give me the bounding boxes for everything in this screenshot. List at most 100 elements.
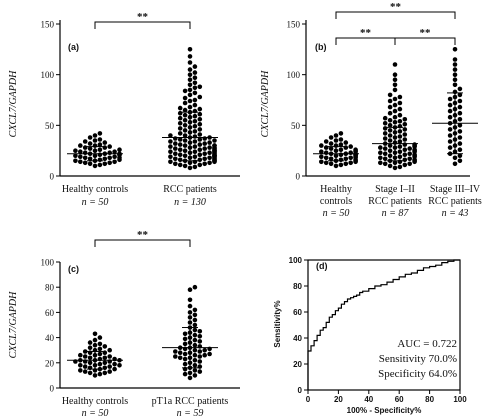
data-point bbox=[197, 364, 203, 369]
data-point bbox=[343, 156, 349, 162]
data-point bbox=[407, 151, 413, 156]
data-point bbox=[177, 137, 183, 142]
data-point bbox=[182, 123, 188, 128]
roc-curve bbox=[307, 259, 460, 390]
y-axis-label-c: CXCL7/GAPDH bbox=[8, 291, 19, 358]
data-point bbox=[457, 123, 463, 128]
data-point bbox=[392, 160, 398, 166]
data-point bbox=[168, 159, 173, 165]
data-point bbox=[173, 161, 178, 167]
data-point bbox=[319, 143, 324, 148]
data-point bbox=[97, 147, 103, 152]
n-label-b-stage34: n = 43 bbox=[442, 208, 469, 219]
data-point bbox=[387, 118, 393, 123]
data-point bbox=[333, 163, 339, 169]
data-point bbox=[397, 139, 403, 144]
data-point bbox=[457, 92, 463, 98]
x-tick-label: 60 bbox=[395, 395, 404, 404]
data-point bbox=[177, 162, 183, 168]
mean-sd-bars-b bbox=[313, 92, 478, 162]
data-point bbox=[192, 119, 198, 124]
data-point bbox=[452, 155, 458, 161]
data-point bbox=[392, 102, 398, 108]
data-point bbox=[202, 146, 207, 151]
data-point bbox=[107, 160, 112, 166]
data-point bbox=[92, 138, 98, 143]
data-point bbox=[207, 140, 212, 145]
y-tick-label: 20 bbox=[293, 360, 302, 369]
data-point bbox=[173, 141, 178, 146]
data-point bbox=[192, 97, 198, 103]
data-point bbox=[173, 156, 178, 162]
data-point bbox=[348, 144, 354, 149]
data-point bbox=[197, 106, 203, 112]
data-point bbox=[182, 361, 188, 367]
y-axis-label-a: CXCL7/GAPDH bbox=[8, 70, 19, 137]
data-point bbox=[378, 155, 383, 161]
data-point bbox=[102, 344, 108, 349]
data-point bbox=[97, 131, 103, 136]
data-point bbox=[348, 150, 354, 155]
data-point bbox=[348, 155, 354, 161]
data-point bbox=[168, 144, 173, 149]
data-point bbox=[87, 345, 93, 351]
data-point bbox=[192, 134, 198, 139]
data-point bbox=[447, 102, 453, 108]
auc-annotation: AUC = 0.722 bbox=[397, 338, 457, 350]
data-point bbox=[187, 297, 193, 303]
data-point bbox=[333, 133, 339, 138]
bracket-line bbox=[94, 21, 191, 29]
y-axis-label-b: CXCL7/GAPDH bbox=[260, 70, 271, 137]
data-point bbox=[338, 157, 344, 163]
data-point bbox=[187, 315, 193, 320]
data-point bbox=[192, 139, 198, 144]
data-point bbox=[173, 354, 178, 359]
data-point bbox=[97, 152, 103, 157]
data-point bbox=[182, 371, 188, 377]
data-point bbox=[192, 113, 198, 119]
data-point bbox=[402, 157, 408, 163]
panel-label-a: (a) bbox=[68, 42, 79, 52]
bracket-line bbox=[394, 37, 456, 45]
data-point bbox=[192, 317, 198, 323]
data-point bbox=[78, 363, 83, 368]
data-point bbox=[78, 368, 83, 373]
y-tick-label: 80 bbox=[293, 282, 302, 291]
data-point bbox=[397, 134, 403, 139]
data-point bbox=[387, 163, 393, 169]
data-point bbox=[182, 163, 188, 169]
data-point bbox=[387, 153, 393, 158]
data-point bbox=[177, 131, 183, 136]
data-point bbox=[102, 360, 108, 366]
bracket-line bbox=[335, 37, 396, 45]
data-point bbox=[457, 98, 463, 104]
y-tick-label: 20 bbox=[45, 358, 55, 368]
data-point bbox=[78, 143, 83, 148]
data-point bbox=[87, 370, 93, 376]
y-ticks-b: 0 50 100 150 bbox=[287, 20, 306, 182]
data-point bbox=[82, 145, 88, 150]
data-point bbox=[187, 160, 193, 166]
data-point bbox=[187, 375, 193, 381]
data-point bbox=[197, 339, 203, 344]
data-point bbox=[387, 104, 393, 110]
y-tick-label: 50 bbox=[45, 121, 55, 131]
data-point bbox=[197, 354, 203, 359]
data-point bbox=[407, 156, 413, 162]
data-point bbox=[382, 146, 388, 151]
data-point bbox=[387, 148, 393, 153]
data-point bbox=[187, 60, 193, 65]
data-point bbox=[397, 106, 403, 112]
data-point bbox=[87, 360, 93, 366]
data-point bbox=[323, 150, 329, 155]
data-point bbox=[197, 117, 203, 122]
data-point bbox=[319, 149, 324, 154]
x-label-b-healthy-2: controls bbox=[320, 196, 352, 207]
data-point bbox=[87, 146, 93, 151]
data-point bbox=[192, 373, 198, 378]
data-point bbox=[447, 133, 453, 138]
x-label-c-healthy: Healthy controls bbox=[62, 396, 128, 407]
data-point bbox=[192, 75, 198, 80]
data-point bbox=[392, 62, 398, 67]
data-point bbox=[392, 165, 398, 171]
